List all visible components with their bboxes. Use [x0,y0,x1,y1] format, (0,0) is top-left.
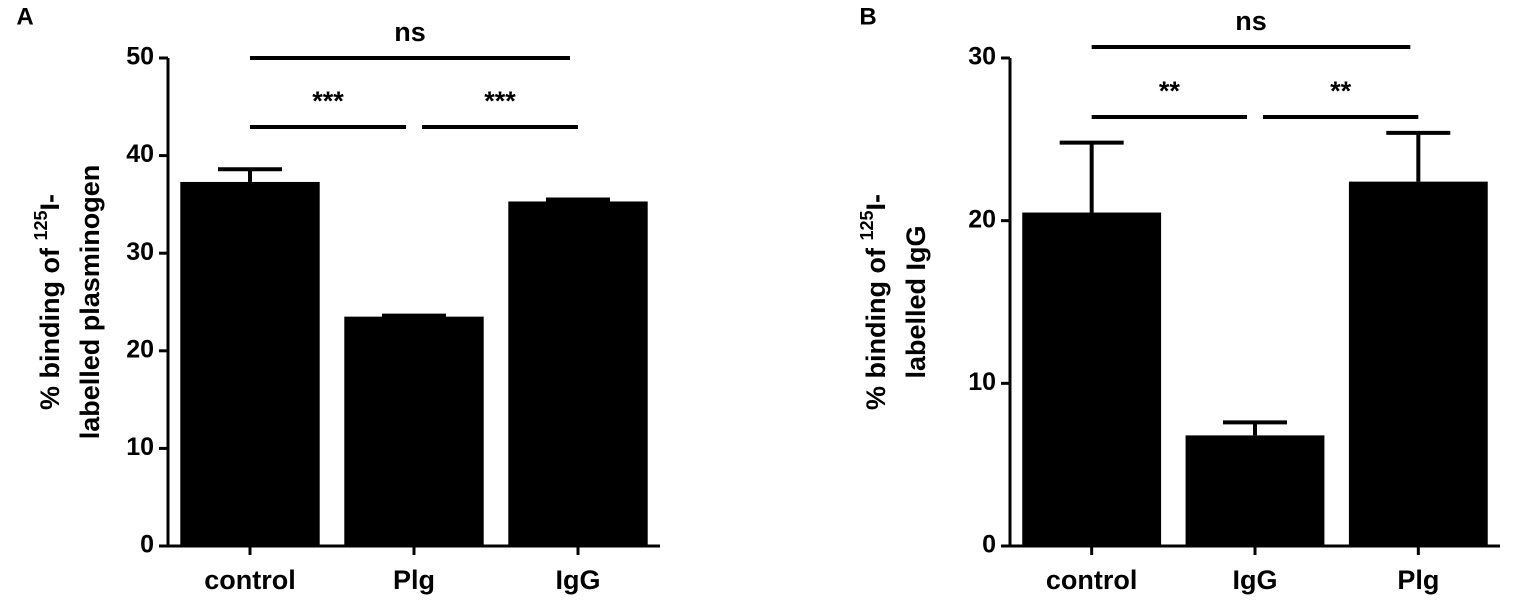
bar [1022,212,1162,547]
x-tick-label: IgG [556,565,601,595]
y-axis-label: % binding of 125I- [857,194,891,410]
error-bar [1223,420,1287,436]
y-tick-label: 10 [968,368,996,396]
error-bar [218,167,282,182]
significance-label: *** [484,86,516,116]
y-axis-label-text: % binding of [35,241,65,410]
error-bar [1059,140,1124,213]
error-bar [546,197,610,202]
y-axis-label: % binding of 125I- [31,194,65,410]
significance-label: *** [312,86,344,116]
y-axis-label-sup: 125 [31,210,51,240]
bar [1185,435,1325,546]
y-axis-label-text: % binding of [861,241,891,410]
y-tick-label: 30 [968,43,996,71]
y-tick-label: 0 [140,531,154,559]
bar [344,316,484,546]
significance-label: ns [1235,6,1267,36]
x-tick-label: Plg [1397,565,1439,595]
y-tick-label: 50 [126,43,154,71]
error-bar [1386,130,1451,182]
y-axis-label-sup: 125 [857,210,877,240]
y-axis-label: labelled plasminogen [75,165,105,440]
error-bar [382,313,446,318]
bar [180,181,320,546]
y-axis-label-text: I- [861,194,891,211]
x-tick-label: control [204,565,296,595]
significance-label: ns [394,17,426,47]
y-tick-label: 40 [126,140,154,168]
x-tick-label: IgG [1233,565,1278,595]
y-tick-label: 10 [126,433,154,461]
y-tick-label: 30 [126,238,154,266]
panel-label: A [16,3,33,30]
significance-label: ** [1159,76,1181,106]
bar [508,201,648,547]
x-tick-label: control [1046,565,1138,595]
significance-label: ** [1330,76,1352,106]
y-axis-label: labelled IgG [901,225,931,378]
bar [1348,181,1488,547]
y-tick-label: 20 [968,205,996,233]
y-tick-label: 0 [982,531,996,559]
y-axis-label-text: I- [35,194,65,211]
x-tick-label: Plg [393,565,435,595]
panel-label: B [859,3,876,30]
y-tick-label: 20 [126,335,154,363]
